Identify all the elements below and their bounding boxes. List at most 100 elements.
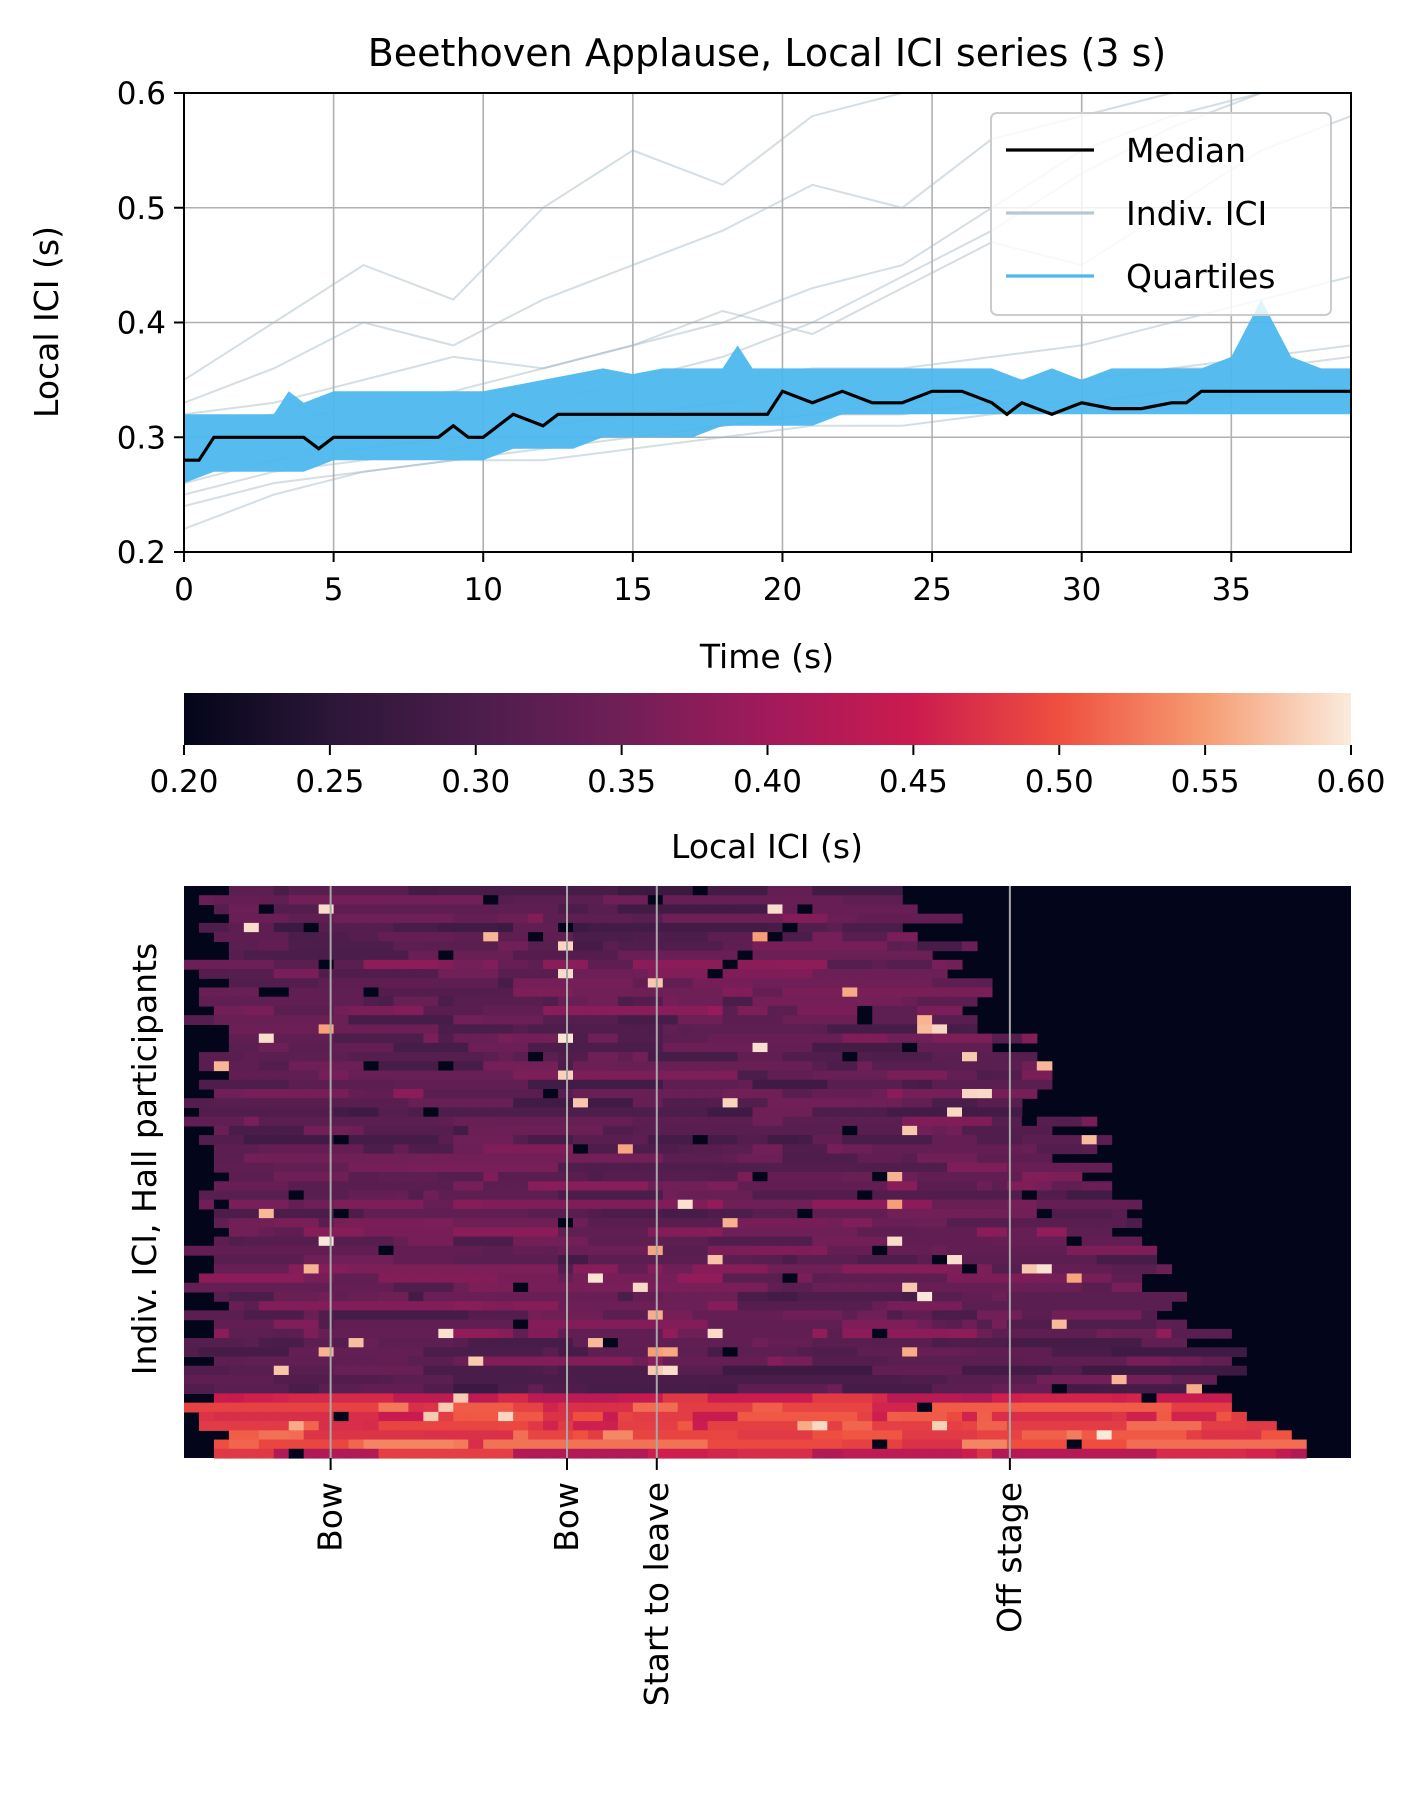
heatmap-cell bbox=[258, 913, 275, 924]
heatmap-cell bbox=[303, 959, 320, 970]
heatmap-cell bbox=[543, 1439, 559, 1450]
heatmap-cell bbox=[543, 1301, 559, 1311]
heatmap-cell bbox=[1066, 1245, 1083, 1256]
heatmap-cell bbox=[692, 1384, 709, 1395]
heatmap-cell bbox=[378, 1190, 395, 1201]
heatmap-cell bbox=[333, 1282, 350, 1293]
heatmap-cell bbox=[573, 1088, 589, 1099]
heatmap-cell bbox=[1096, 1236, 1113, 1247]
heatmap-cell bbox=[573, 1384, 589, 1395]
heatmap-cell bbox=[647, 1208, 664, 1219]
heatmap-cell bbox=[438, 1227, 454, 1238]
heatmap-cell bbox=[513, 1033, 529, 1044]
heatmap-cell bbox=[228, 1393, 245, 1404]
heatmap-cell bbox=[662, 1402, 679, 1413]
heatmap-cell bbox=[677, 1024, 694, 1035]
heatmap-cell bbox=[1141, 1430, 1158, 1441]
heatmap-cell bbox=[872, 941, 888, 952]
heatmap-cell bbox=[587, 1374, 604, 1385]
heatmap-cell bbox=[887, 978, 903, 989]
heatmap-cell bbox=[962, 1135, 978, 1145]
heatmap-cell bbox=[333, 886, 350, 896]
heatmap-cell bbox=[213, 1107, 230, 1118]
heatmap-cell bbox=[498, 1439, 514, 1450]
heatmap-cell bbox=[1096, 1282, 1113, 1293]
heatmap-cell bbox=[1141, 1291, 1158, 1302]
heatmap-cell bbox=[408, 1218, 424, 1228]
heatmap-cell bbox=[782, 913, 799, 924]
heatmap-cell bbox=[662, 1181, 679, 1192]
heatmap-cell bbox=[677, 1052, 694, 1062]
heatmap-cell bbox=[602, 1144, 619, 1155]
heatmap-cell bbox=[917, 1402, 933, 1413]
heatmap-cell bbox=[273, 1144, 290, 1155]
heatmap-cell bbox=[423, 1190, 439, 1201]
heatmap-cell bbox=[408, 904, 424, 915]
heatmap-cell bbox=[378, 1116, 395, 1127]
heatmap-cell bbox=[258, 1421, 275, 1431]
heatmap-cell bbox=[243, 1172, 260, 1182]
heatmap-cell bbox=[273, 1116, 290, 1127]
heatmap-cell bbox=[797, 1181, 813, 1192]
heatmap-cell bbox=[483, 950, 499, 961]
heatmap-cell bbox=[782, 1042, 799, 1053]
heatmap-cell bbox=[513, 987, 529, 998]
heatmap-cell bbox=[917, 1135, 933, 1145]
heatmap-cell bbox=[573, 1125, 589, 1136]
heatmap-cell bbox=[198, 987, 215, 998]
heatmap-cell bbox=[602, 1042, 619, 1053]
heatmap-cell bbox=[1006, 1301, 1023, 1311]
heatmap-cell bbox=[408, 1153, 424, 1164]
heatmap-cell bbox=[543, 996, 559, 1007]
heatmap-cell bbox=[558, 1116, 574, 1127]
heatmap-cell bbox=[617, 941, 634, 952]
heatmap-cell bbox=[498, 1301, 514, 1311]
heatmap-cell bbox=[632, 1402, 649, 1413]
heatmap-cell bbox=[1051, 1172, 1068, 1182]
heatmap-cell bbox=[887, 1356, 903, 1367]
heatmap-cell bbox=[423, 1347, 439, 1358]
heatmap-cell bbox=[887, 987, 903, 998]
x-tick-label: 0 bbox=[174, 572, 194, 608]
heatmap-cell bbox=[543, 1079, 559, 1090]
heatmap-cell bbox=[887, 904, 903, 915]
heatmap-cell bbox=[707, 1107, 724, 1118]
heatmap-cell bbox=[707, 1411, 724, 1422]
heatmap-cell bbox=[857, 1282, 873, 1293]
heatmap-cell bbox=[752, 1273, 769, 1284]
heatmap-cell bbox=[917, 1061, 933, 1072]
heatmap-cell bbox=[602, 1245, 619, 1256]
heatmap-cell bbox=[662, 1070, 679, 1081]
heatmap-cell bbox=[692, 1107, 709, 1118]
heatmap-cell bbox=[1081, 1255, 1098, 1265]
heatmap-cell bbox=[587, 1144, 604, 1155]
heatmap-cell bbox=[228, 1033, 245, 1044]
heatmap-cell bbox=[423, 1430, 439, 1441]
heatmap-cell bbox=[707, 1005, 724, 1016]
heatmap-cell bbox=[1186, 1430, 1202, 1441]
heatmap-cell bbox=[273, 1255, 290, 1265]
heatmap-cell bbox=[962, 1116, 978, 1127]
heatmap-cell bbox=[677, 1301, 694, 1311]
heatmap-cell bbox=[812, 1227, 828, 1238]
heatmap-cell bbox=[1051, 1218, 1068, 1228]
heatmap-cell bbox=[662, 904, 679, 915]
heatmap-cell bbox=[587, 1310, 604, 1321]
heatmap-cell bbox=[902, 1448, 918, 1459]
heatmap-cell bbox=[1156, 1421, 1173, 1431]
heatmap-cell bbox=[423, 959, 439, 970]
heatmap-cell bbox=[483, 1107, 499, 1118]
heatmap-cell bbox=[602, 978, 619, 989]
heatmap-cell bbox=[872, 1172, 888, 1182]
heatmap-cell bbox=[408, 1070, 424, 1081]
heatmap-cell bbox=[991, 1116, 1008, 1127]
heatmap-cell bbox=[857, 1042, 873, 1053]
heatmap-cell bbox=[587, 1365, 604, 1376]
heatmap-cell bbox=[423, 1005, 439, 1016]
heatmap-cell bbox=[692, 1374, 709, 1385]
heatmap-cell bbox=[902, 978, 918, 989]
heatmap-cell bbox=[752, 1328, 769, 1339]
heatmap-cell bbox=[1066, 1301, 1083, 1311]
heatmap-cell bbox=[408, 1042, 424, 1053]
heatmap-cell bbox=[1216, 1439, 1232, 1450]
